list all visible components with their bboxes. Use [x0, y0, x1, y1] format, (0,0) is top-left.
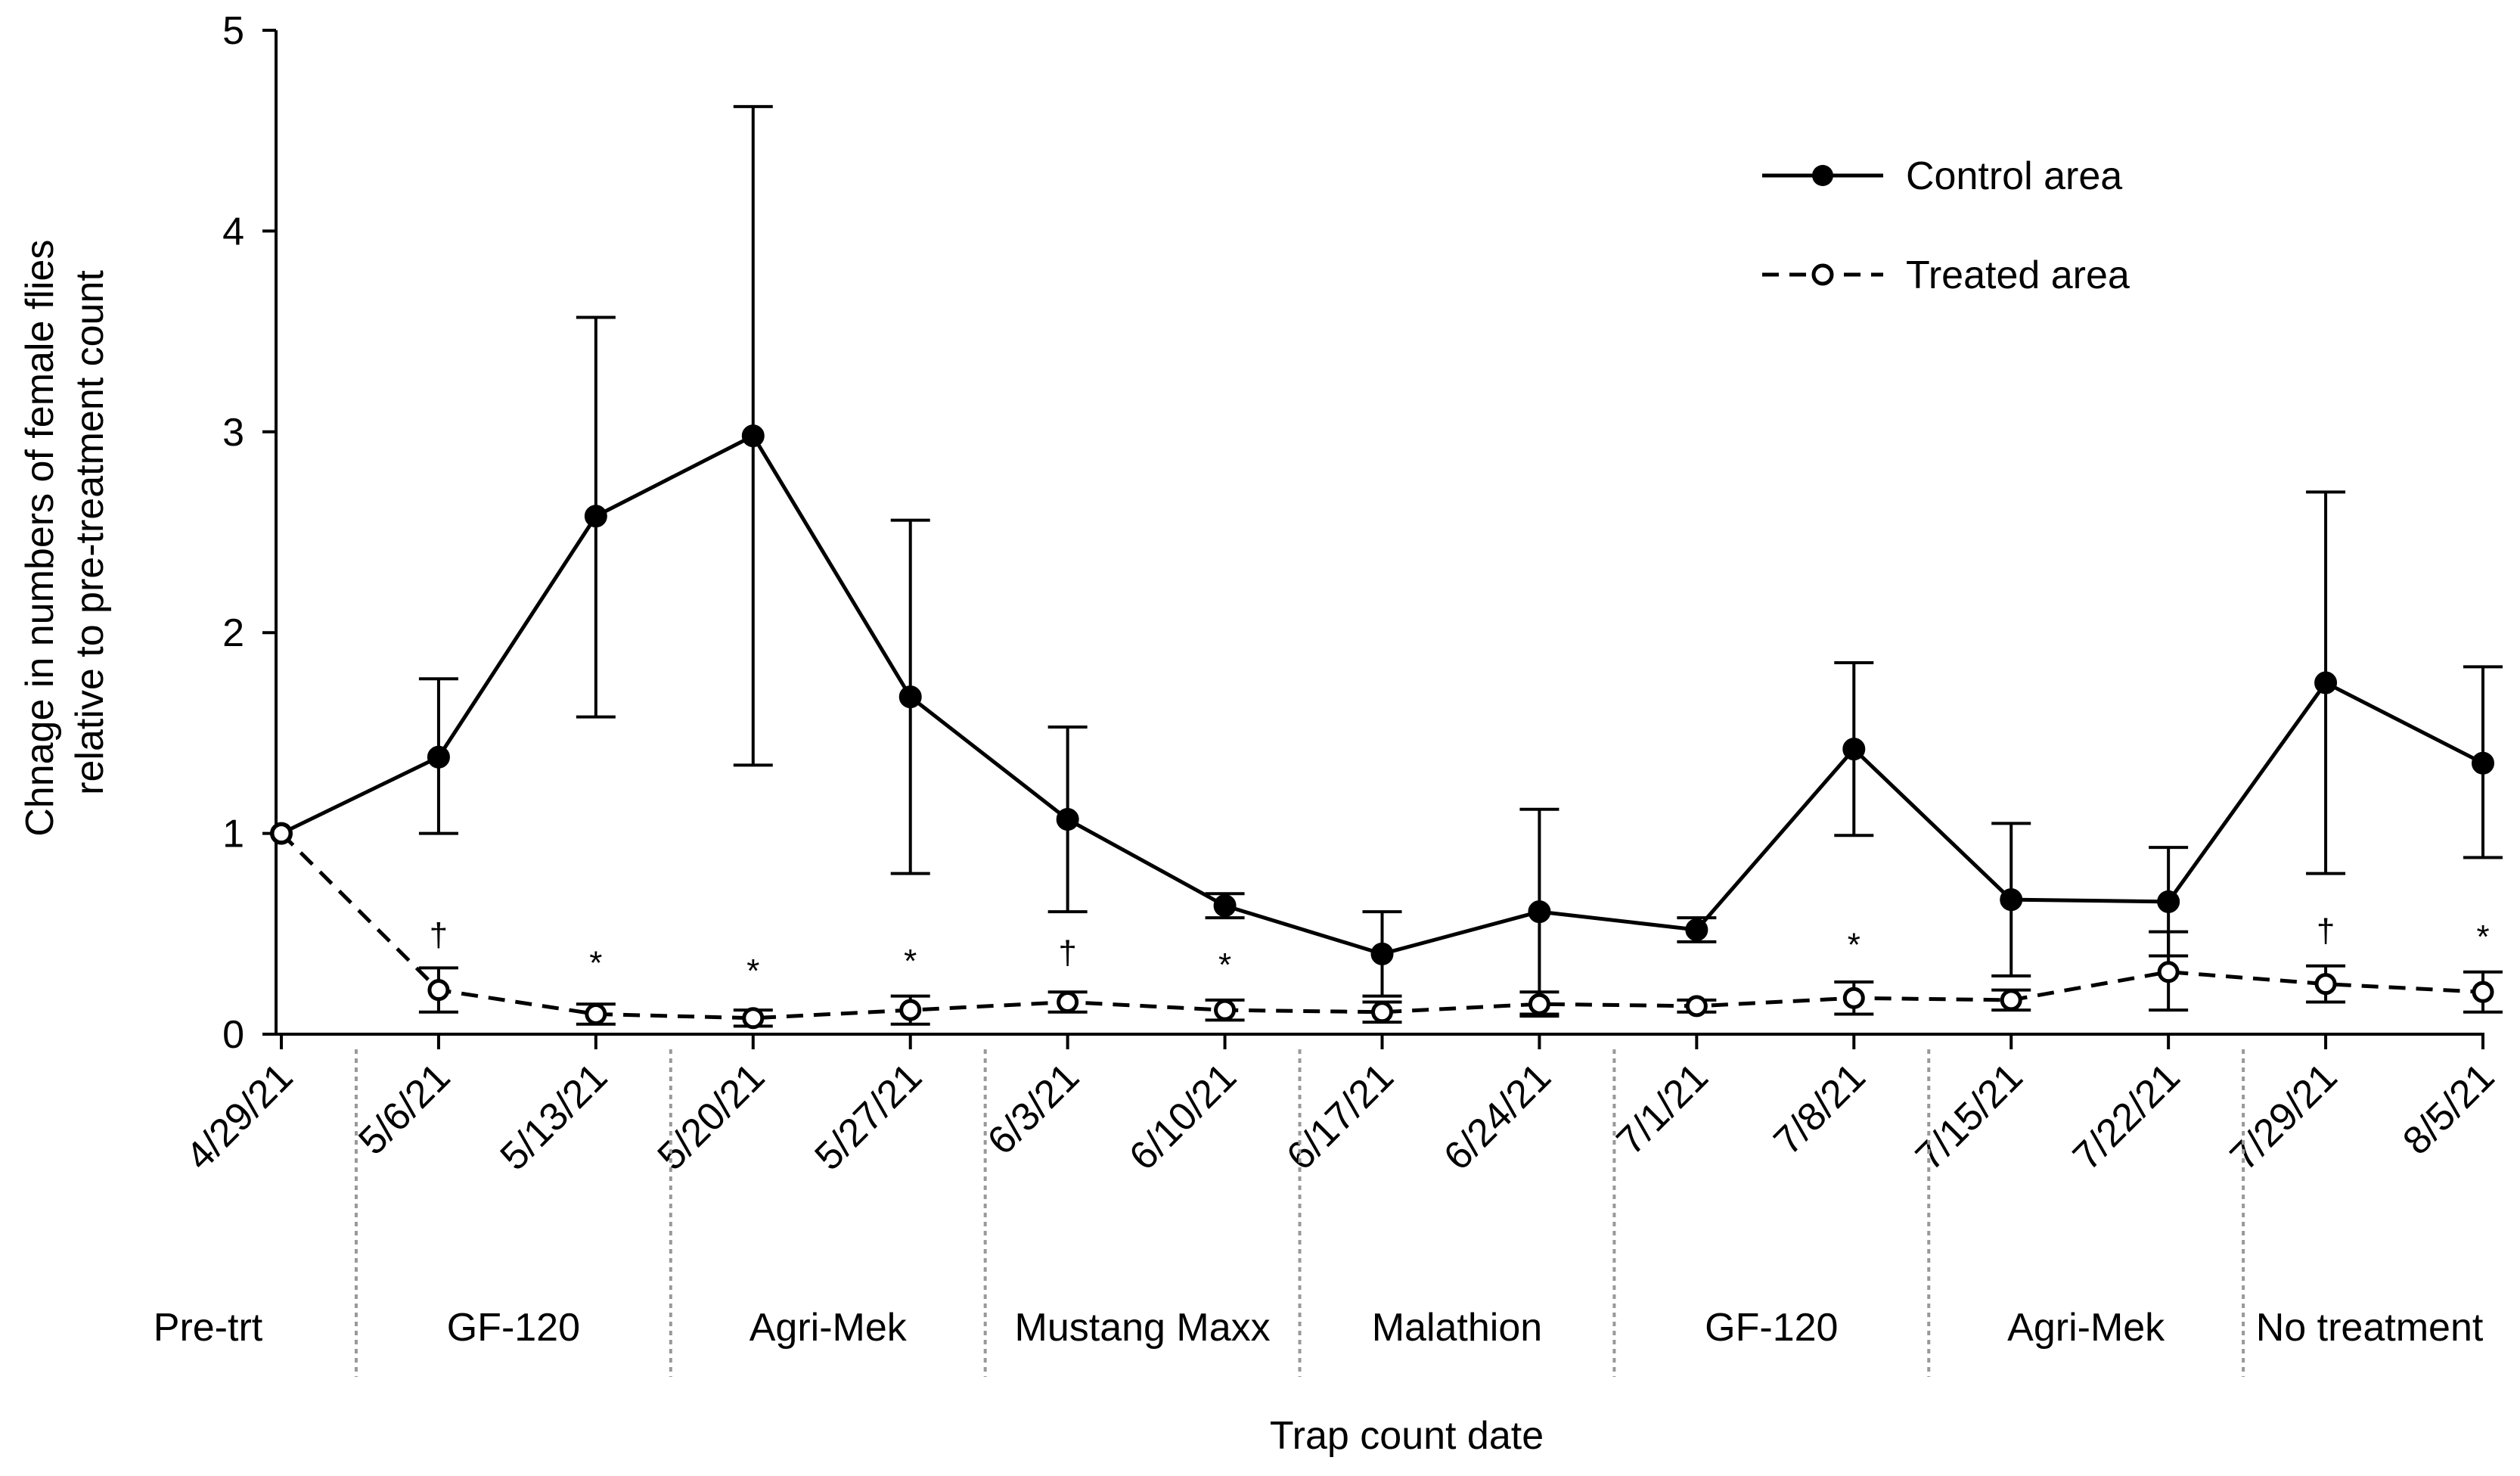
legend-marker-1	[1811, 263, 1834, 286]
series-line-control-area	[280, 433, 2484, 956]
treatment-group-dividers: Pre-trt GF-120 Agri-Mek Mustang Maxx Malathi…	[154, 1049, 2484, 1377]
x-tick-label-2: 5/13/21	[492, 1055, 616, 1179]
x-axis-title: Trap count date	[1270, 1414, 1544, 1458]
error-bars-group	[418, 104, 2503, 1028]
marker-control-2	[584, 505, 607, 528]
x-tick-label-6: 6/10/21	[1121, 1055, 1245, 1179]
x-tick-label-7: 6/17/21	[1278, 1055, 1402, 1179]
marker-control-13	[2314, 671, 2338, 694]
treatment-label-7: No treatment	[2256, 1306, 2484, 1350]
marker-treated-12	[2157, 961, 2180, 983]
marker-control-1	[427, 745, 450, 769]
significance-mark-4: *	[904, 943, 917, 980]
marker-treated-9	[1685, 995, 1708, 1018]
legend-marker-0	[1812, 165, 1833, 186]
y-tick-label-2: 2	[222, 611, 244, 655]
treatment-label-0: Pre-trt	[154, 1306, 263, 1350]
marker-control-10	[1842, 738, 1866, 761]
x-tick-label-4: 5/27/21	[807, 1055, 931, 1179]
marker-control-7	[1370, 942, 1394, 965]
x-tick-label-1: 5/6/21	[350, 1055, 458, 1163]
treatment-label-2: Agri-Mek	[749, 1306, 908, 1350]
marker-treated-5	[1057, 991, 1079, 1014]
x-tick-label-9: 7/1/21	[1609, 1055, 1717, 1163]
marker-treated-2	[585, 1002, 607, 1025]
x-tick-label-3: 5/20/21	[650, 1055, 774, 1179]
x-tick-label-11: 7/15/21	[1907, 1055, 2031, 1179]
legend: Control area Treated area	[1762, 154, 2130, 297]
significance-mark-2: *	[589, 944, 602, 981]
marker-treated-4	[899, 999, 922, 1021]
treatment-label-4: Malathion	[1372, 1306, 1542, 1350]
marker-treated-14	[2472, 980, 2494, 1003]
y-tick-label-3: 3	[222, 411, 244, 455]
y-axis-title-line-2: relative to pre-treatment count	[68, 270, 112, 795]
marker-treated-0	[270, 822, 293, 845]
annotations-group: † * * * † * * † *	[430, 912, 2490, 990]
markers-group	[270, 424, 2494, 1030]
x-tick-label-5: 6/3/21	[979, 1055, 1088, 1163]
x-tick-label-12: 7/22/21	[2065, 1055, 2189, 1179]
treatment-label-6: Agri-Mek	[2007, 1306, 2165, 1350]
y-axis-title: Chnage in numbers of female flies relati…	[18, 228, 112, 837]
x-tick-label-0: 4/29/21	[178, 1055, 302, 1179]
treatment-label-1: GF-120	[447, 1306, 580, 1350]
marker-treated-10	[1842, 987, 1865, 1009]
marker-control-9	[1685, 918, 1708, 941]
y-tick-label-0: 0	[222, 1013, 244, 1057]
x-tick-label-14: 8/5/21	[2394, 1055, 2503, 1163]
y-tick-label-4: 4	[222, 210, 244, 253]
y-axis-title-line-1: Chnage in numbers of female flies	[18, 240, 62, 837]
treatment-label-5: GF-120	[1705, 1306, 1838, 1350]
marker-treated-6	[1214, 999, 1237, 1021]
significance-mark-1: †	[430, 916, 448, 953]
marker-control-14	[2472, 751, 2494, 775]
marker-treated-11	[2000, 989, 2022, 1011]
legend-label-1: Treated area	[1906, 253, 2130, 297]
treatment-label-3: Mustang Maxx	[1015, 1306, 1271, 1350]
significance-mark-13: †	[2317, 912, 2335, 949]
legend-label-0: Control area	[1906, 154, 2122, 198]
y-tick-label-1: 1	[222, 813, 244, 856]
significance-mark-6: *	[1218, 946, 1231, 983]
significance-mark-10: *	[1848, 927, 1861, 964]
y-tick-label-5: 5	[222, 9, 244, 53]
significance-mark-5: †	[1058, 934, 1076, 971]
marker-control-6	[1213, 894, 1237, 918]
x-tick-label-13: 7/29/21	[2222, 1055, 2346, 1179]
x-tick-label-10: 7/8/21	[1766, 1055, 1874, 1163]
significance-mark-3: *	[746, 952, 759, 990]
marker-control-5	[1056, 808, 1079, 831]
marker-control-11	[2000, 888, 2023, 912]
marker-control-3	[741, 424, 765, 448]
marker-treated-13	[2314, 973, 2337, 996]
marker-treated-7	[1371, 1001, 1393, 1024]
marker-treated-1	[427, 979, 450, 1002]
marker-control-12	[2157, 890, 2180, 913]
marker-control-8	[1528, 900, 1551, 924]
marker-treated-3	[742, 1007, 765, 1030]
x-tick-label-8: 6/24/21	[1435, 1055, 1559, 1179]
marker-treated-8	[1528, 993, 1550, 1015]
significance-mark-14: *	[2476, 918, 2489, 956]
marker-control-4	[898, 685, 922, 709]
